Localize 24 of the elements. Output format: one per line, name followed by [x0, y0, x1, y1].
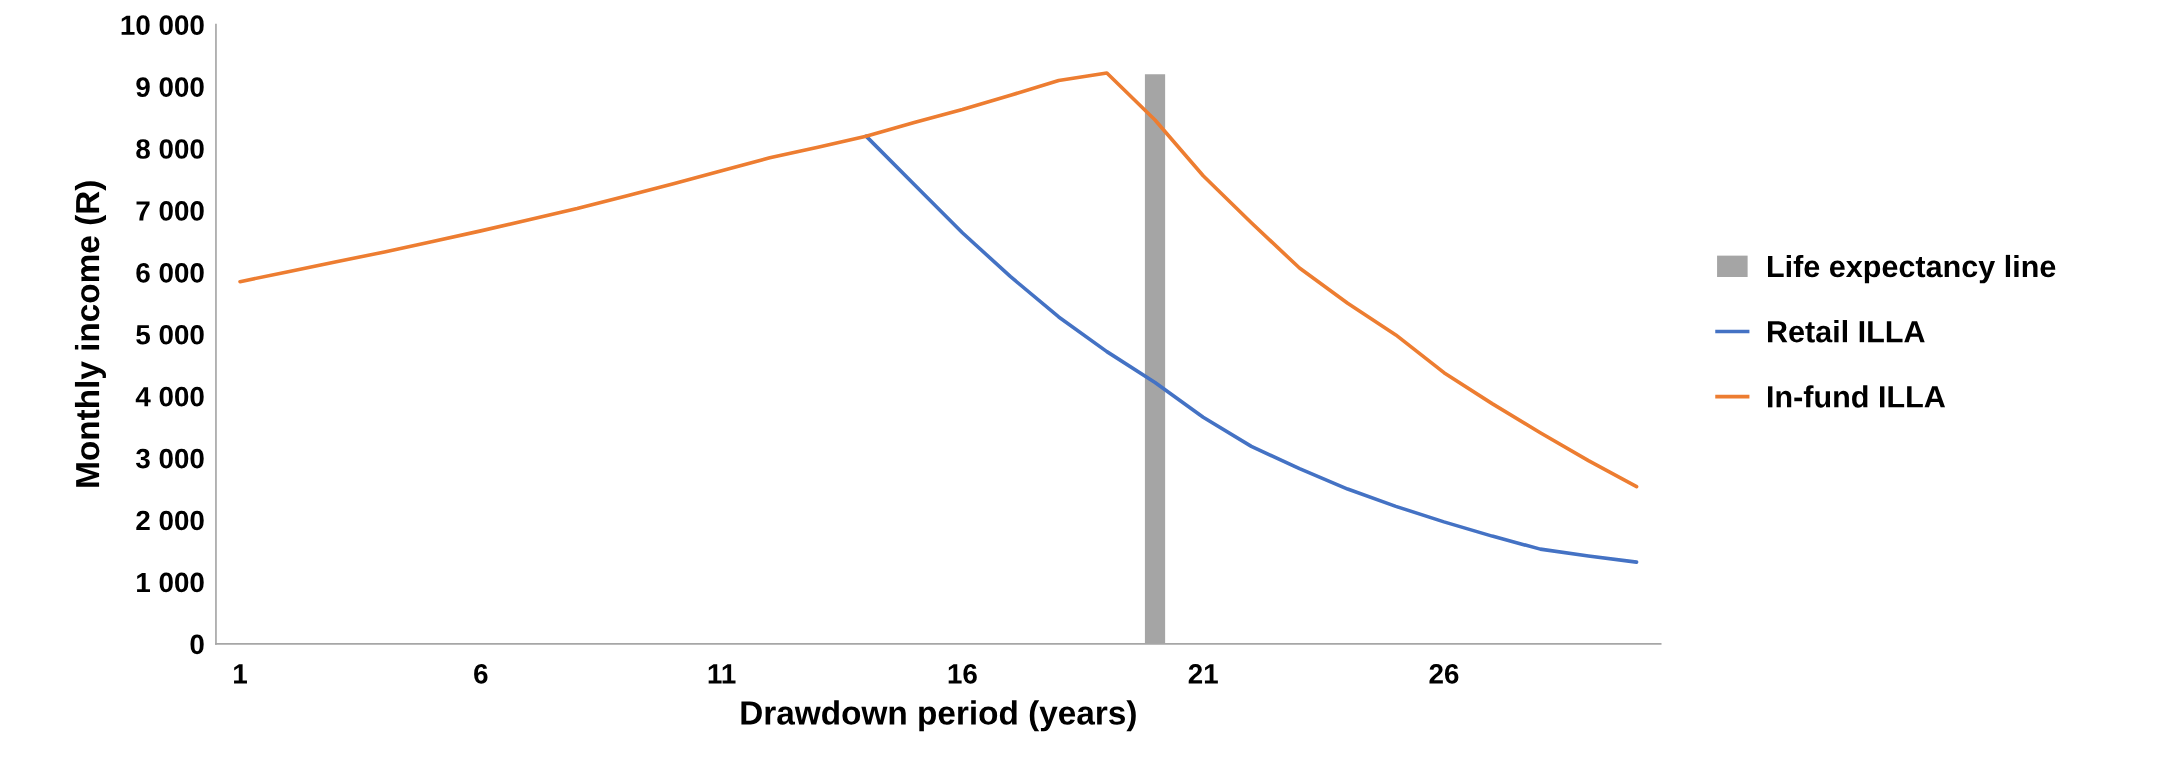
legend-label: Retail ILLA: [1768, 320, 1925, 343]
line-series: [864, 134, 1639, 564]
legend-label: Life expectancy line: [1768, 254, 2056, 284]
y-axis-title: Monthly income (R): [74, 181, 106, 487]
y-tick-label: 1 000: [137, 572, 204, 593]
x-tick-label: 1: [234, 664, 247, 684]
line-series: [238, 71, 1639, 489]
y-tick-label: 9 000: [136, 77, 204, 97]
y-tick-label: 10 000: [121, 15, 204, 36]
y-tick-label: 0: [190, 634, 204, 655]
y-tick-label: 7 000: [136, 201, 204, 221]
x-tick-label: 11: [708, 664, 736, 684]
x-tick-label: 16: [948, 664, 977, 684]
y-tick-label: 8 000: [136, 139, 204, 159]
y-tick-label: 5 000: [136, 324, 204, 345]
x-tick-label: 21: [1188, 664, 1218, 684]
legend-label: In-fund ILLA: [1768, 385, 1946, 408]
x-axis-title: Drawdown period (years): [741, 700, 1136, 732]
x-tick-label: 26: [1429, 664, 1459, 684]
y-tick-label: 6 000: [136, 263, 204, 283]
x-tick-label: 6: [474, 664, 488, 684]
y-tick-label: 2 000: [136, 510, 204, 531]
y-tick-label: 3 000: [135, 448, 204, 469]
y-tick-label: 4 000: [135, 386, 204, 407]
